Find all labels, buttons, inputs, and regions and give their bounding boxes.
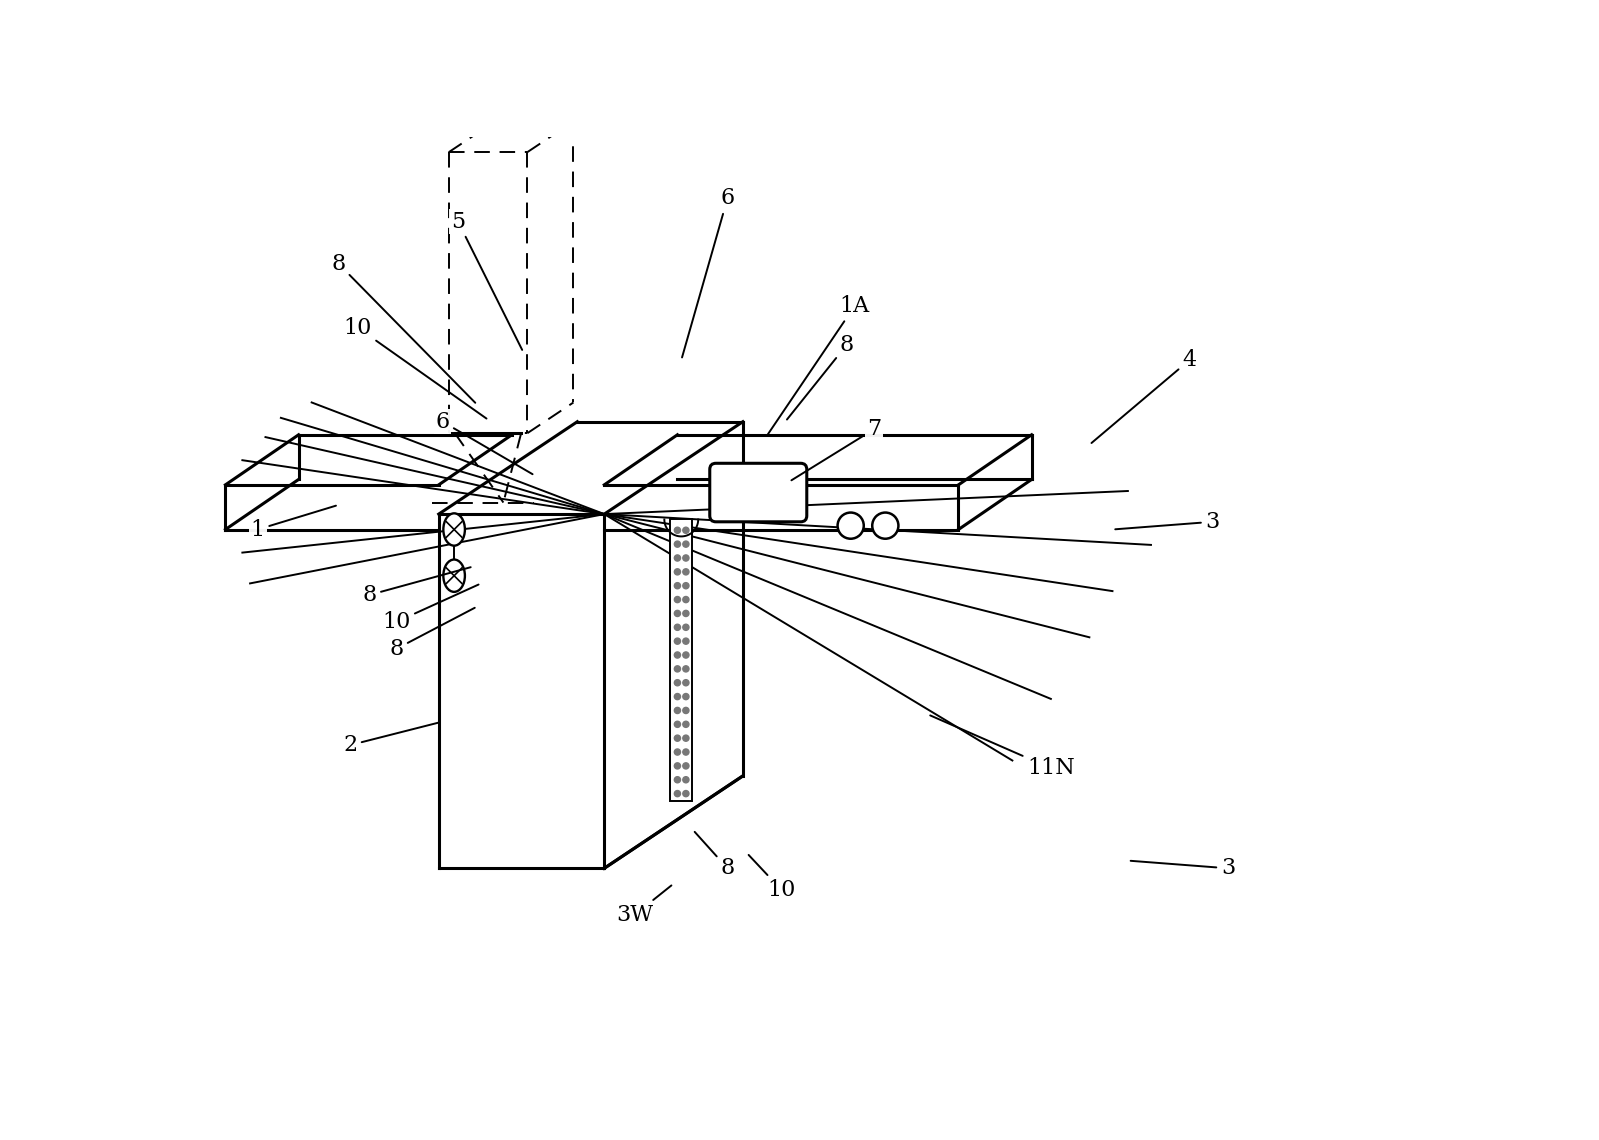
Circle shape — [675, 652, 681, 658]
Circle shape — [683, 749, 689, 755]
Circle shape — [675, 763, 681, 770]
Circle shape — [675, 596, 681, 603]
Circle shape — [675, 776, 681, 783]
Circle shape — [675, 735, 681, 741]
Text: 10: 10 — [382, 585, 478, 633]
Circle shape — [683, 679, 689, 686]
Circle shape — [683, 610, 689, 617]
Circle shape — [675, 679, 681, 686]
Circle shape — [675, 542, 681, 547]
Circle shape — [675, 749, 681, 755]
Circle shape — [683, 722, 689, 727]
Circle shape — [683, 763, 689, 770]
Text: 1: 1 — [251, 506, 336, 540]
Circle shape — [871, 513, 899, 539]
Text: 2: 2 — [344, 723, 438, 756]
Circle shape — [683, 625, 689, 630]
Circle shape — [675, 610, 681, 617]
Circle shape — [683, 693, 689, 700]
Circle shape — [838, 513, 863, 539]
Bar — [670, 520, 692, 800]
Text: 3W: 3W — [617, 886, 672, 926]
Circle shape — [683, 569, 689, 575]
Circle shape — [675, 707, 681, 714]
Text: 6: 6 — [435, 410, 532, 474]
Text: 8: 8 — [331, 253, 475, 402]
Text: 4: 4 — [1092, 349, 1196, 443]
Ellipse shape — [443, 560, 465, 592]
Circle shape — [675, 722, 681, 727]
Circle shape — [683, 638, 689, 644]
Text: 1A: 1A — [768, 295, 870, 434]
Circle shape — [675, 693, 681, 700]
Text: 11N: 11N — [931, 716, 1075, 780]
Text: 10: 10 — [344, 317, 486, 418]
Circle shape — [683, 596, 689, 603]
Circle shape — [683, 583, 689, 588]
Text: 6: 6 — [683, 187, 734, 358]
Ellipse shape — [443, 513, 465, 546]
Circle shape — [675, 527, 681, 534]
Text: 8: 8 — [389, 608, 475, 660]
Circle shape — [683, 555, 689, 561]
Circle shape — [683, 542, 689, 547]
FancyBboxPatch shape — [710, 463, 807, 522]
Circle shape — [683, 666, 689, 671]
Circle shape — [683, 652, 689, 658]
Text: 3: 3 — [1130, 857, 1234, 879]
Circle shape — [675, 583, 681, 588]
Text: 3: 3 — [1115, 511, 1220, 532]
Circle shape — [683, 790, 689, 797]
Circle shape — [675, 790, 681, 797]
Text: 8: 8 — [363, 568, 470, 606]
Text: 7: 7 — [792, 418, 881, 480]
Text: 10: 10 — [748, 855, 796, 901]
Circle shape — [675, 625, 681, 630]
Circle shape — [683, 527, 689, 534]
Circle shape — [675, 555, 681, 561]
Circle shape — [675, 569, 681, 575]
Text: 5: 5 — [451, 211, 523, 350]
Circle shape — [683, 735, 689, 741]
Text: 8: 8 — [787, 334, 854, 420]
Text: 8: 8 — [694, 832, 734, 879]
Circle shape — [675, 666, 681, 671]
Circle shape — [683, 707, 689, 714]
Circle shape — [675, 638, 681, 644]
Circle shape — [683, 776, 689, 783]
